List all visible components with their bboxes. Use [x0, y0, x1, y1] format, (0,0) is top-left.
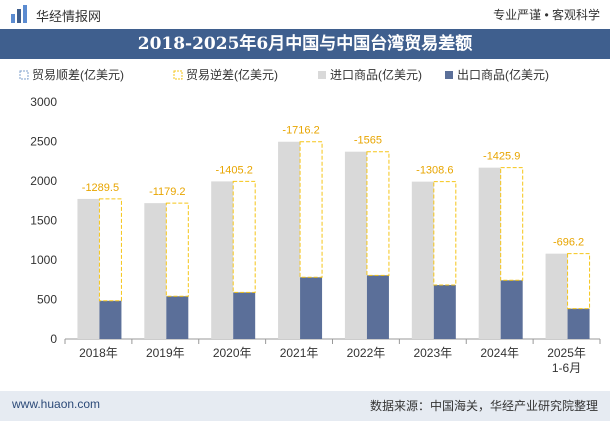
bar-import [478, 167, 501, 339]
x-tick-label: 1-6月 [552, 361, 581, 375]
bar-deficit [232, 180, 256, 293]
bar-import [344, 151, 367, 339]
bar-deficit [98, 198, 122, 302]
y-tick-label: 500 [37, 293, 57, 307]
brand-name: 华经情报网 [36, 9, 102, 24]
bar-deficit [299, 141, 323, 278]
x-tick-label: 2019年 [146, 346, 185, 360]
bar-export [366, 275, 389, 339]
x-tick-label: 2021年 [280, 346, 319, 360]
bar-import [278, 141, 301, 339]
bar-export [233, 292, 256, 339]
data-label-deficit: -1716.2 [282, 125, 319, 137]
x-tick-label: 2024年 [480, 346, 519, 360]
tagline: 专业严谨 • 客观科学 [493, 8, 600, 22]
top-bar: 华经情报网 专业严谨 • 客观科学 [0, 0, 610, 28]
x-tick-label: 2020年 [213, 346, 252, 360]
data-label-deficit: -1289.5 [82, 182, 119, 194]
bar-deficit [433, 181, 457, 286]
bar-export [166, 296, 189, 339]
bar-import [77, 198, 100, 339]
x-tick-label: 2018年 [79, 346, 118, 360]
data-label-deficit: -696.2 [553, 237, 584, 249]
x-tick-label: 2025年 [547, 346, 586, 360]
bar-import [411, 181, 434, 339]
legend-label: 进口商品(亿美元) [330, 67, 422, 82]
data-source: 数据来源：中国海关，华经产业研究院整理 [369, 399, 598, 413]
legend-swatch-import [318, 71, 326, 79]
y-tick-label: 1500 [30, 214, 57, 228]
legend-label: 贸易顺差(亿美元) [32, 67, 124, 82]
data-label-deficit: -1565 [354, 135, 382, 147]
website-link[interactable]: www.huaon.com [12, 397, 101, 411]
y-tick-label: 2500 [30, 135, 57, 149]
bar-deficit [500, 167, 524, 281]
legend-label: 出口商品(亿美元) [457, 67, 549, 82]
data-label-deficit: -1405.2 [216, 164, 253, 176]
y-tick-label: 0 [50, 332, 57, 346]
huajing-logo-icon [11, 5, 27, 23]
bar-deficit [165, 202, 189, 297]
y-tick-label: 3000 [30, 95, 57, 109]
bar-import [211, 181, 234, 339]
chart-title: 2018-2025年6月中国与中国台湾贸易差额 [137, 34, 473, 54]
data-label-deficit: -1308.6 [416, 165, 453, 177]
legend-swatch-export [445, 71, 453, 79]
bar-deficit [366, 151, 390, 276]
bar-deficit [567, 253, 591, 310]
y-tick-label: 2000 [30, 174, 57, 188]
bar-export [99, 300, 122, 339]
bar-import [144, 203, 167, 339]
footer-bar [0, 391, 610, 421]
title-bar [0, 29, 610, 59]
bar-export [433, 285, 456, 339]
bar-export [500, 280, 523, 339]
x-tick-label: 2023年 [413, 346, 452, 360]
data-label-deficit: -1179.2 [149, 186, 186, 198]
bar-export [567, 308, 590, 339]
bar-export [300, 277, 323, 339]
data-label-deficit: -1425.9 [483, 151, 520, 163]
chart: 贸易顺差(亿美元) 贸易逆差(亿美元) 进口商品(亿美元) 出口商品(亿美元) 0 500… [19, 67, 601, 375]
legend-swatch-surplus [19, 70, 29, 80]
legend-label: 贸易逆差(亿美元) [186, 67, 278, 82]
legend-swatch-deficit [173, 70, 183, 80]
bar-import [545, 253, 568, 339]
x-tick-label: 2022年 [347, 346, 386, 360]
y-tick-label: 1000 [30, 253, 57, 267]
